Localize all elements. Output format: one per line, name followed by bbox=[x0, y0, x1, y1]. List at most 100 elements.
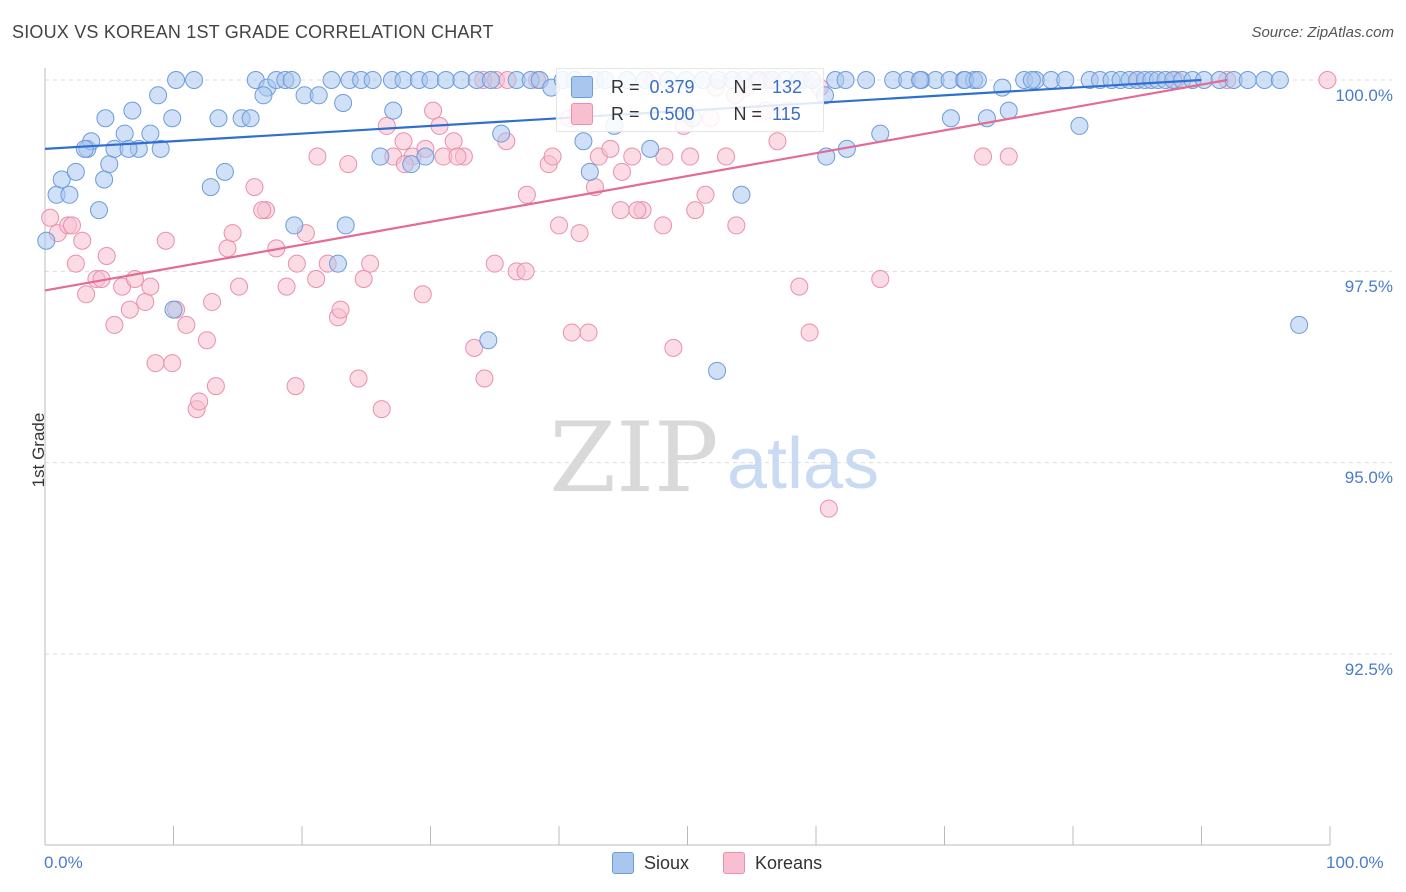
sioux-point bbox=[163, 109, 182, 128]
sioux-point bbox=[115, 124, 134, 143]
sioux-point bbox=[574, 132, 593, 151]
sioux-point bbox=[141, 124, 160, 143]
y-tick-label: 97.5% bbox=[1344, 277, 1393, 296]
korean-point bbox=[611, 201, 630, 220]
korean-point bbox=[66, 254, 85, 273]
sioux-point bbox=[66, 162, 85, 181]
y-axis-label: 1st Grade bbox=[29, 412, 48, 488]
sioux-point bbox=[363, 71, 382, 89]
sioux-point bbox=[481, 71, 500, 89]
korean-point bbox=[77, 285, 96, 304]
r-value: 0.379 bbox=[649, 76, 695, 97]
sioux-point bbox=[241, 109, 260, 128]
korean-point bbox=[654, 216, 673, 235]
sioux-point bbox=[421, 71, 440, 89]
korean-point bbox=[73, 231, 92, 250]
sioux-point bbox=[60, 185, 79, 204]
sioux-point bbox=[1238, 71, 1257, 89]
korean-point bbox=[245, 178, 264, 197]
watermark-zip: ZIP bbox=[549, 402, 718, 514]
sioux-point bbox=[708, 361, 727, 380]
korean-point bbox=[230, 277, 249, 296]
sioux-point bbox=[1255, 71, 1274, 89]
stats-row-sioux: R = 0.379 N = 132 bbox=[571, 76, 802, 98]
legend-label-koreans: Koreans bbox=[755, 852, 823, 873]
sioux-point bbox=[100, 155, 119, 174]
sioux-point bbox=[1056, 71, 1075, 89]
sioux-point bbox=[1070, 116, 1089, 135]
korean-point bbox=[377, 116, 396, 135]
korean-point bbox=[974, 147, 993, 166]
korean-point bbox=[686, 201, 705, 220]
korean-point bbox=[197, 331, 216, 350]
x-tick-label: 100.0% bbox=[1326, 853, 1384, 872]
korean-point bbox=[286, 377, 305, 396]
korean-point bbox=[623, 147, 642, 166]
sioux-point bbox=[641, 139, 660, 158]
korean-point bbox=[62, 216, 81, 235]
korean-point bbox=[543, 147, 562, 166]
korean-point bbox=[97, 247, 116, 266]
watermark: ZIP atlas bbox=[549, 402, 879, 514]
legend: Sioux Koreans bbox=[612, 852, 856, 874]
sioux-point bbox=[993, 78, 1012, 97]
korean-point bbox=[203, 292, 222, 311]
x-tick-label: 0.0% bbox=[44, 853, 83, 872]
sioux-point bbox=[479, 331, 498, 350]
n-value: 132 bbox=[772, 76, 803, 97]
sioux-point bbox=[215, 162, 234, 181]
watermark-atlas: atlas bbox=[727, 424, 879, 504]
sioux-point bbox=[95, 170, 114, 189]
r-value: 0.500 bbox=[649, 103, 695, 124]
korean-point bbox=[800, 323, 819, 342]
korean-point bbox=[277, 277, 296, 296]
sioux-point bbox=[999, 101, 1018, 120]
sioux-point bbox=[1290, 315, 1309, 334]
stats-box: R = 0.379 N = 132 R = 0.500 N = 115 bbox=[556, 68, 824, 132]
korean-point bbox=[681, 147, 700, 166]
korean-point bbox=[223, 224, 242, 243]
sioux-point bbox=[836, 71, 855, 89]
korean-point bbox=[163, 354, 182, 373]
korean-point bbox=[307, 269, 326, 288]
koreans-swatch bbox=[571, 103, 593, 125]
korean-point bbox=[516, 262, 535, 281]
korean-point bbox=[570, 224, 589, 243]
sioux-point bbox=[416, 147, 435, 166]
sioux-point bbox=[402, 155, 421, 174]
korean-point bbox=[354, 269, 373, 288]
sioux-point bbox=[322, 71, 341, 89]
korean-point bbox=[717, 147, 736, 166]
korean-point bbox=[190, 392, 209, 411]
korean-point bbox=[655, 147, 674, 166]
sioux-point bbox=[857, 71, 876, 89]
source-label: Source: ZipAtlas.com bbox=[1251, 24, 1394, 41]
legend-item-sioux[interactable]: Sioux bbox=[612, 852, 689, 874]
korean-point bbox=[465, 338, 484, 357]
sioux-point bbox=[394, 71, 413, 89]
korean-point bbox=[517, 185, 536, 204]
korean-point bbox=[339, 155, 358, 174]
koreans-trend-line bbox=[44, 78, 1228, 292]
korean-point bbox=[612, 162, 631, 181]
y-tick-label: 95.0% bbox=[1344, 468, 1393, 487]
korean-point bbox=[819, 499, 838, 518]
sioux-point bbox=[911, 71, 930, 89]
korean-point bbox=[550, 216, 568, 235]
korean-point bbox=[413, 285, 432, 304]
legend-item-koreans[interactable]: Koreans bbox=[723, 852, 822, 874]
korean-point bbox=[349, 369, 368, 388]
korean-point bbox=[562, 323, 581, 342]
r-label: R = bbox=[611, 103, 640, 124]
korean-point bbox=[727, 216, 746, 235]
korean-point bbox=[601, 139, 620, 158]
sioux-point bbox=[371, 147, 390, 166]
sioux-point bbox=[167, 71, 186, 89]
sioux-point bbox=[185, 71, 204, 89]
n-value: 115 bbox=[772, 103, 801, 124]
korean-point bbox=[485, 254, 504, 273]
sioux-point bbox=[328, 254, 347, 273]
r-label: R = bbox=[611, 76, 640, 97]
korean-point bbox=[218, 239, 237, 258]
